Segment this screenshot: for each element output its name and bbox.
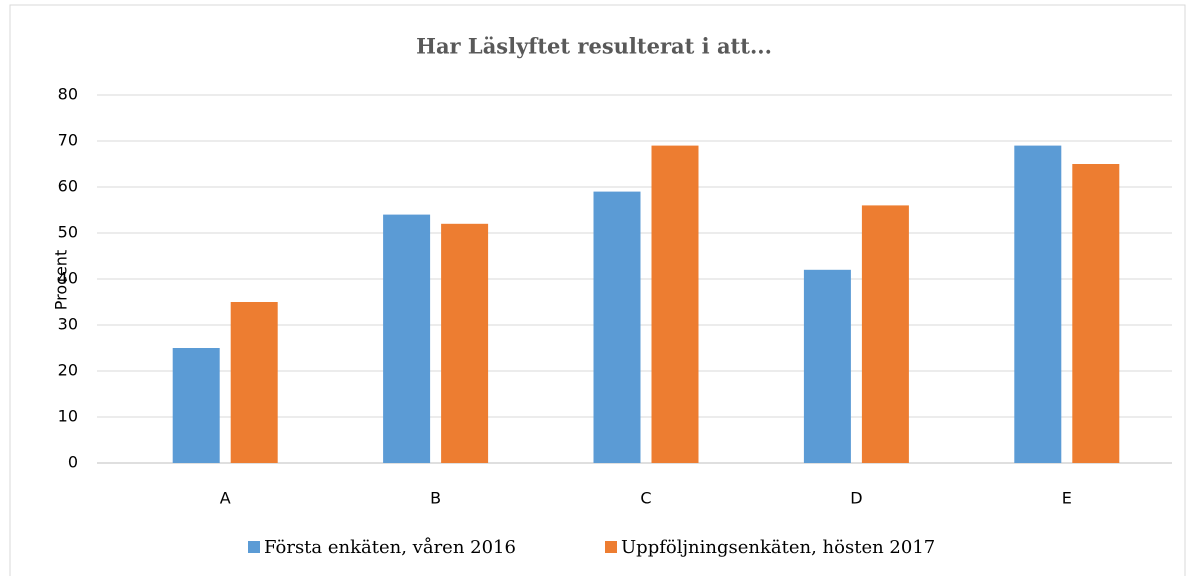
bar: [172, 348, 220, 463]
x-tick-label: C: [640, 489, 651, 508]
legend-label: Uppföljningsenkäten, hösten 2017: [621, 537, 935, 558]
bar: [1014, 145, 1062, 463]
y-tick-label: 20: [58, 361, 78, 380]
legend-label: Första enkäten, våren 2016: [264, 536, 516, 558]
legend-swatch: [605, 541, 617, 553]
bar: [1072, 164, 1120, 463]
y-tick-label: 0: [68, 453, 78, 472]
y-tick-label: 10: [58, 407, 78, 426]
legend-swatch: [248, 541, 260, 553]
bar: [861, 205, 909, 463]
x-tick-label: D: [850, 489, 862, 508]
y-tick-label: 70: [58, 131, 78, 150]
y-tick-label: 60: [58, 177, 78, 196]
bar: [441, 223, 489, 463]
chart-title: Har Läslyftet resulterat i att...: [416, 34, 772, 59]
x-tick-label: A: [220, 489, 231, 508]
bar: [803, 269, 851, 463]
bar: [593, 191, 641, 463]
y-axis-label: Procent: [52, 250, 71, 310]
y-tick-label: 40: [58, 269, 78, 288]
bar: [383, 214, 431, 463]
bar: [651, 145, 699, 463]
y-tick-label: 50: [58, 223, 78, 242]
bar: [230, 302, 278, 463]
y-tick-label: 30: [58, 315, 78, 334]
y-tick-label: 80: [58, 85, 78, 104]
x-tick-label: B: [430, 489, 441, 508]
x-tick-label: E: [1062, 489, 1072, 508]
